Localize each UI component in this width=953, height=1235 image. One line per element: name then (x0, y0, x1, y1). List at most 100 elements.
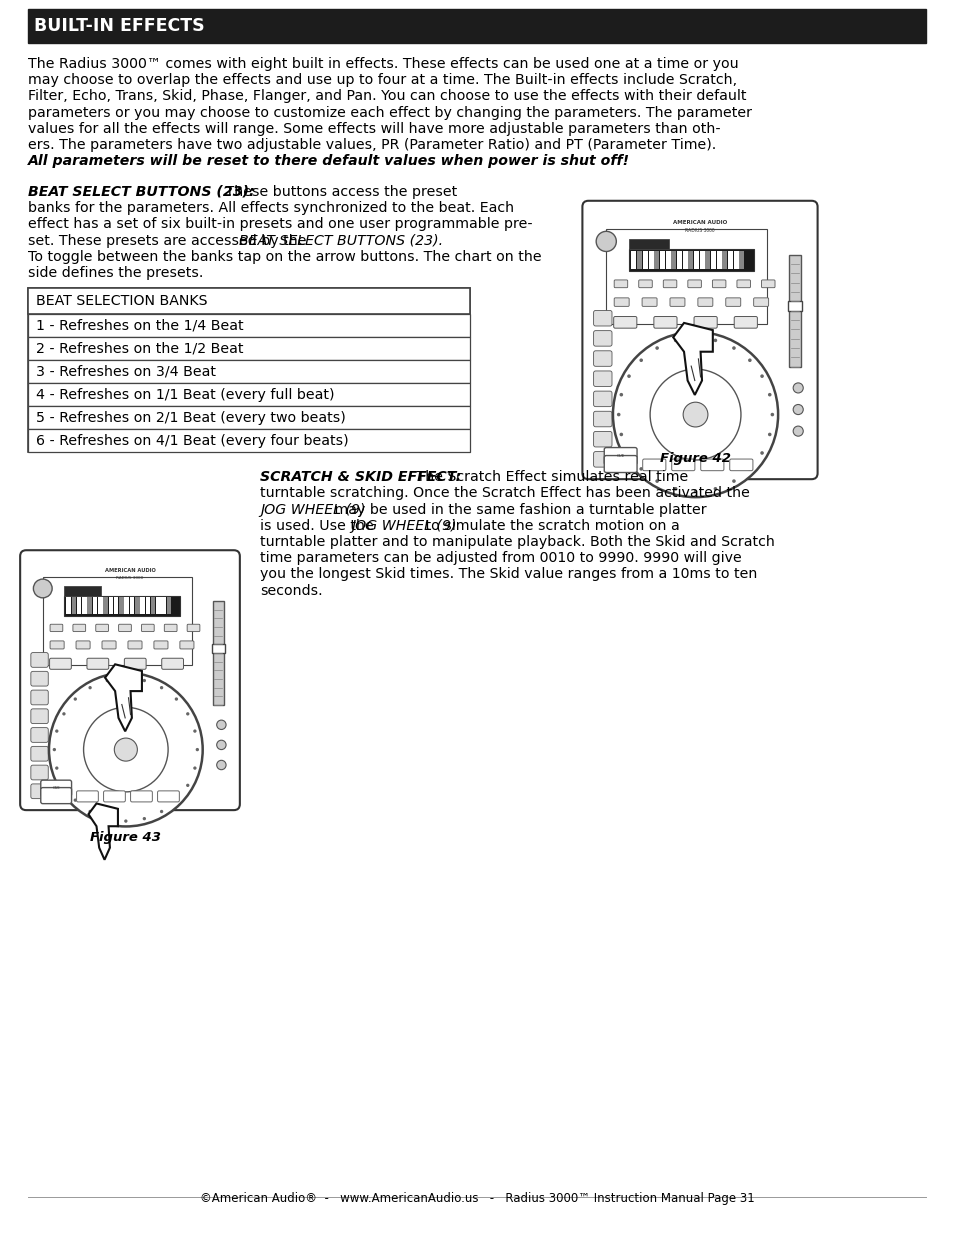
Text: turntable platter and to manipulate playback. Both the Skid and Scratch: turntable platter and to manipulate play… (260, 535, 774, 550)
FancyBboxPatch shape (605, 228, 766, 324)
FancyBboxPatch shape (134, 598, 139, 614)
FancyBboxPatch shape (787, 300, 801, 311)
FancyBboxPatch shape (72, 624, 86, 631)
FancyBboxPatch shape (699, 251, 704, 269)
FancyBboxPatch shape (87, 658, 109, 669)
FancyBboxPatch shape (721, 251, 726, 269)
Circle shape (639, 358, 642, 362)
FancyBboxPatch shape (693, 251, 699, 269)
FancyBboxPatch shape (109, 598, 113, 614)
FancyBboxPatch shape (124, 658, 146, 669)
Text: The Scratch Effect simulates real time: The Scratch Effect simulates real time (412, 471, 687, 484)
FancyBboxPatch shape (30, 766, 49, 779)
FancyBboxPatch shape (614, 298, 628, 306)
FancyBboxPatch shape (30, 652, 49, 667)
FancyBboxPatch shape (593, 370, 612, 387)
Circle shape (55, 767, 58, 769)
FancyBboxPatch shape (130, 598, 134, 614)
FancyBboxPatch shape (28, 9, 925, 43)
FancyBboxPatch shape (593, 411, 612, 427)
FancyBboxPatch shape (88, 598, 91, 614)
Text: you the longest Skid times. The Skid value ranges from a 10ms to ten: you the longest Skid times. The Skid val… (260, 567, 757, 582)
FancyBboxPatch shape (71, 598, 76, 614)
FancyBboxPatch shape (581, 201, 817, 479)
FancyBboxPatch shape (98, 598, 103, 614)
Circle shape (33, 579, 52, 598)
Circle shape (186, 713, 190, 715)
Text: The Radius 3000™ comes with eight built in effects. These effects can be used on: The Radius 3000™ comes with eight built … (28, 57, 738, 70)
FancyBboxPatch shape (631, 251, 636, 269)
FancyBboxPatch shape (603, 447, 637, 464)
Circle shape (731, 479, 735, 483)
Text: CUE: CUE (616, 454, 624, 458)
FancyBboxPatch shape (593, 351, 612, 367)
FancyBboxPatch shape (151, 598, 155, 614)
Circle shape (84, 708, 168, 792)
Text: effect has a set of six built-in presets and one user programmable pre-: effect has a set of six built-in presets… (28, 217, 532, 231)
FancyBboxPatch shape (662, 280, 676, 288)
FancyBboxPatch shape (167, 598, 172, 614)
FancyBboxPatch shape (30, 784, 49, 799)
Text: All parameters will be reset to there default values when power is shut off!: All parameters will be reset to there de… (28, 154, 630, 168)
Circle shape (186, 784, 190, 787)
Text: AMERICAN AUDIO: AMERICAN AUDIO (105, 568, 155, 573)
Circle shape (52, 748, 56, 751)
FancyBboxPatch shape (50, 658, 71, 669)
FancyBboxPatch shape (43, 577, 193, 666)
FancyBboxPatch shape (28, 288, 470, 314)
Circle shape (124, 819, 128, 823)
Text: values for all the effects will range. Some effects will have more adjustable pa: values for all the effects will range. S… (28, 122, 720, 136)
FancyBboxPatch shape (614, 280, 627, 288)
Text: Figure 42: Figure 42 (659, 452, 730, 464)
FancyBboxPatch shape (102, 641, 116, 648)
Circle shape (55, 730, 58, 732)
Circle shape (174, 799, 178, 802)
Text: RADIUS 3000: RADIUS 3000 (684, 228, 714, 233)
Text: 5 - Refreshes on 2/1 Beat (every two beats): 5 - Refreshes on 2/1 Beat (every two bea… (36, 411, 345, 425)
Text: SCRATCH & SKID EFFECT:: SCRATCH & SKID EFFECT: (260, 471, 460, 484)
Circle shape (731, 346, 735, 350)
Circle shape (767, 432, 771, 436)
FancyBboxPatch shape (593, 431, 612, 447)
Text: BEAT SELECT BUTTONS (23).: BEAT SELECT BUTTONS (23). (239, 233, 443, 247)
Text: BEAT SELECT BUTTONS (23):: BEAT SELECT BUTTONS (23): (28, 185, 254, 199)
FancyBboxPatch shape (140, 598, 145, 614)
FancyBboxPatch shape (613, 316, 637, 329)
Circle shape (617, 412, 619, 416)
FancyBboxPatch shape (637, 251, 641, 269)
Text: BEAT SELECTION BANKS: BEAT SELECTION BANKS (36, 294, 208, 309)
FancyBboxPatch shape (30, 746, 49, 761)
FancyBboxPatch shape (698, 298, 712, 306)
FancyBboxPatch shape (76, 790, 98, 802)
FancyBboxPatch shape (157, 790, 179, 802)
Text: These buttons access the preset: These buttons access the preset (221, 185, 456, 199)
Circle shape (143, 818, 146, 820)
FancyBboxPatch shape (212, 643, 225, 653)
FancyBboxPatch shape (603, 456, 637, 473)
Circle shape (193, 730, 196, 732)
FancyBboxPatch shape (648, 251, 653, 269)
Text: banks for the parameters. All effects synchronized to the beat. Each: banks for the parameters. All effects sy… (28, 201, 514, 215)
FancyBboxPatch shape (628, 238, 668, 249)
Polygon shape (105, 664, 142, 731)
Circle shape (747, 358, 751, 362)
FancyBboxPatch shape (30, 727, 49, 742)
FancyBboxPatch shape (700, 459, 723, 471)
Circle shape (106, 818, 109, 820)
Circle shape (747, 467, 751, 471)
Text: set. These presets are accessed by the: set. These presets are accessed by the (28, 233, 311, 247)
Circle shape (613, 332, 778, 498)
FancyBboxPatch shape (180, 641, 193, 648)
FancyBboxPatch shape (104, 790, 125, 802)
Text: RADIUS 3000: RADIUS 3000 (116, 577, 144, 580)
FancyBboxPatch shape (20, 551, 239, 810)
Text: side defines the presets.: side defines the presets. (28, 266, 203, 280)
FancyBboxPatch shape (213, 601, 224, 705)
Circle shape (89, 685, 91, 689)
FancyBboxPatch shape (682, 251, 687, 269)
Circle shape (682, 403, 707, 427)
FancyBboxPatch shape (103, 598, 108, 614)
Circle shape (655, 346, 659, 350)
Text: 4 - Refreshes on 1/1 Beat (every full beat): 4 - Refreshes on 1/1 Beat (every full be… (36, 388, 335, 401)
Text: may choose to overlap the effects and use up to four at a time. The Built-in eff: may choose to overlap the effects and us… (28, 73, 737, 88)
